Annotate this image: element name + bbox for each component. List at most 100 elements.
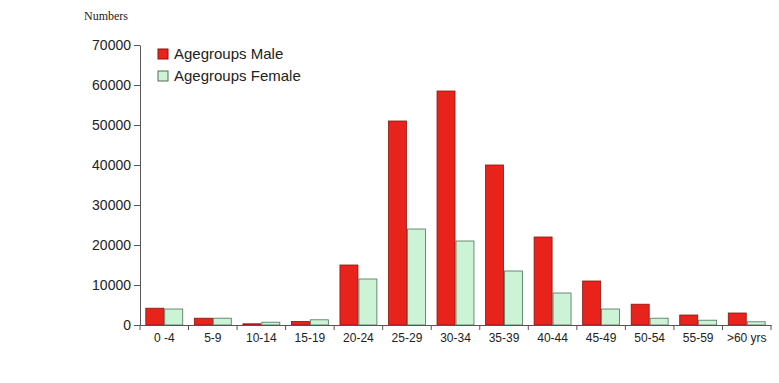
x-tick-label: >60 yrs: [727, 331, 767, 345]
y-tick-label: 0: [123, 317, 131, 333]
x-separator: [771, 325, 772, 330]
x-separator: [673, 325, 674, 330]
y-tick-mark: [134, 165, 140, 166]
x-tick: 25-29: [392, 331, 423, 345]
bar: [602, 309, 620, 325]
x-tick-label: 30-34: [440, 331, 471, 345]
legend: Agegroups Male Agegroups Female: [158, 45, 301, 84]
y-tick-mark: [134, 125, 140, 126]
bar: [146, 308, 164, 325]
legend-item: Agegroups Female: [158, 67, 301, 84]
bar: [243, 324, 261, 325]
x-tick-label: 10-14: [246, 331, 277, 345]
y-tick-label: 50000: [92, 117, 131, 133]
bar: [680, 315, 698, 325]
y-tick-label: 40000: [92, 157, 131, 173]
legend-label: Agegroups Female: [174, 67, 301, 84]
bar: [505, 271, 523, 325]
x-separator: [140, 325, 141, 330]
x-tick: 55-59: [683, 331, 714, 345]
x-separator: [188, 325, 189, 330]
y-tick-mark: [134, 45, 140, 46]
y-tick: 10000: [92, 277, 140, 293]
x-tick: 15-19: [295, 331, 326, 345]
legend-item: Agegroups Male: [158, 45, 283, 62]
bar: [486, 165, 504, 325]
bar: [359, 279, 377, 325]
x-tick-label: 25-29: [392, 331, 423, 345]
y-tick-mark: [134, 325, 140, 326]
legend-swatch: [158, 71, 168, 81]
y-tick-mark: [134, 85, 140, 86]
y-tick-label: 60000: [92, 77, 131, 93]
y-tick: 60000: [92, 77, 140, 93]
bar: [553, 293, 571, 325]
x-tick: 5-9: [204, 331, 222, 345]
bar: [456, 241, 474, 325]
y-axis-title: Numbers: [84, 9, 128, 23]
bar: [310, 320, 328, 325]
y-tick: 0: [123, 317, 140, 333]
x-tick-label: 0 -4: [154, 331, 175, 345]
y-tick: 30000: [92, 197, 140, 213]
x-tick: 50-54: [634, 331, 665, 345]
x-separator: [237, 325, 238, 330]
x-separator: [382, 325, 383, 330]
plot: 0 10000 20000 30000 40000 50000 60000 70000 0 -4…: [92, 37, 771, 345]
x-tick-label: 50-54: [634, 331, 665, 345]
x-separator: [576, 325, 577, 330]
x-separator: [528, 325, 529, 330]
y-tick: 20000: [92, 237, 140, 253]
x-axis: 0 -4 5-9 10-14 15-19 20-24 25-29 30-34 35-39 40-…: [141, 326, 772, 345]
legend-label: Agegroups Male: [174, 45, 283, 62]
y-tick-label: 10000: [92, 277, 131, 293]
bar: [631, 304, 649, 325]
x-tick: 35-39: [489, 331, 520, 345]
x-tick: 20-24: [343, 331, 374, 345]
bar: [437, 91, 455, 325]
x-tick-label: 55-59: [683, 331, 714, 345]
bar: [213, 318, 231, 325]
x-tick-label: 40-44: [537, 331, 568, 345]
x-axis-line: [141, 325, 772, 326]
x-separator: [479, 325, 480, 330]
bar: [650, 318, 668, 325]
y-axis-line: [140, 46, 141, 326]
bars: [146, 91, 765, 325]
y-axis: 0 10000 20000 30000 40000 50000 60000 70000: [92, 37, 140, 333]
y-tick-mark: [134, 205, 140, 206]
x-tick: 30-34: [440, 331, 471, 345]
legend-swatch: [158, 49, 168, 59]
x-tick-label: 20-24: [343, 331, 374, 345]
x-tick-label: 5-9: [204, 331, 222, 345]
bar: [165, 309, 183, 325]
x-separator: [625, 325, 626, 330]
bar: [407, 229, 425, 325]
y-tick-mark: [134, 285, 140, 286]
x-separator: [334, 325, 335, 330]
bar: [262, 322, 280, 325]
y-tick-mark: [134, 245, 140, 246]
x-tick: 0 -4: [154, 331, 175, 345]
bar: [340, 265, 358, 325]
x-tick: >60 yrs: [727, 331, 767, 345]
x-separator: [285, 325, 286, 330]
bar: [194, 318, 212, 325]
x-tick-label: 45-49: [586, 331, 617, 345]
x-separator: [431, 325, 432, 330]
bar: [699, 320, 717, 325]
y-tick: 70000: [92, 37, 140, 53]
y-tick: 50000: [92, 117, 140, 133]
x-tick-label: 35-39: [489, 331, 520, 345]
x-tick: 10-14: [246, 331, 277, 345]
bar: [747, 322, 765, 325]
bar: [291, 321, 309, 325]
y-tick: 40000: [92, 157, 140, 173]
bar: [388, 121, 406, 325]
y-tick-label: 30000: [92, 197, 131, 213]
bar: [728, 313, 746, 325]
bar: [534, 237, 552, 325]
x-separator: [722, 325, 723, 330]
x-tick: 45-49: [586, 331, 617, 345]
bar: [583, 281, 601, 325]
